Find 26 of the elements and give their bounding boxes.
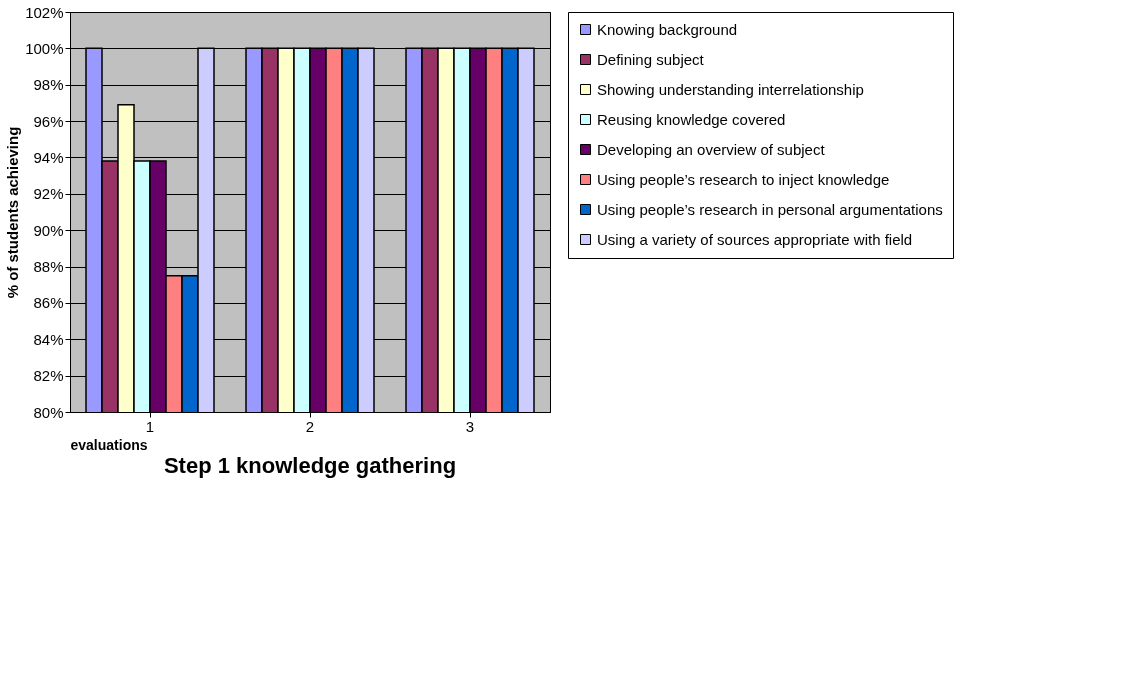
legend-label: Using people’s research in personal argumentations [597,200,943,218]
y-tick-label: 94% [33,148,64,166]
y-axis-title: % of students achieving [4,126,22,299]
y-tick-label: 88% [33,258,64,276]
y-tick-label: 98% [33,76,64,94]
legend-label: Reusing knowledge covered [597,110,786,128]
y-tick-label: 80% [33,403,64,421]
y-tick-label: 100% [25,39,64,57]
y-tick-label: 92% [33,185,64,203]
legend-label: Defining subject [597,50,705,68]
y-tick-label: 82% [33,367,64,385]
legend-label: Developing an overview of subject [597,140,826,158]
legend-label: Showing understanding interrelationship [597,80,864,98]
legend-label: Using people’s research to inject knowledge [597,170,890,188]
text: Step 1 knowledge gathering [163,453,457,478]
legend-label: Knowing background [597,20,738,38]
x-tick-label: 2 [305,417,315,435]
legend-label: Using a variety of sources appropriate with field [597,230,913,248]
x-tick-label: 3 [465,417,475,435]
y-tick-label: 86% [33,294,64,312]
x-axis-title: evaluations [70,436,148,453]
y-tick-label: 102% [25,3,64,21]
y-tick-label: 96% [33,112,64,130]
y-tick-label: 90% [33,221,64,239]
x-tick-label: 1 [145,417,155,435]
y-tick-label: 84% [33,330,64,348]
